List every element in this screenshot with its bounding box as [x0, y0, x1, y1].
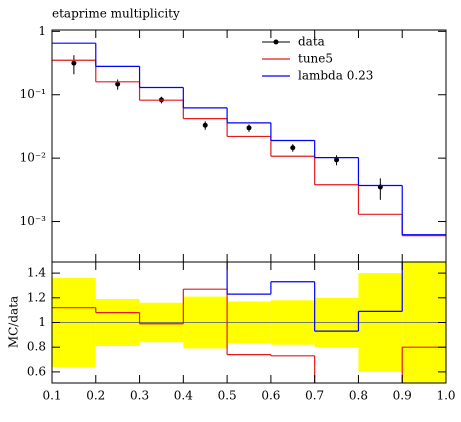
x-tick-label: 0.9: [393, 389, 412, 403]
plot-frame: [51, 29, 447, 263]
data-point: [290, 145, 296, 151]
y-tick-label: 1: [38, 315, 46, 329]
legend-label: data: [298, 35, 325, 49]
legend-marker: [273, 39, 279, 45]
x-tick-label: 0.7: [305, 389, 324, 403]
y-tick-label: 10⁻²: [20, 151, 47, 165]
plot-frame: [51, 261, 447, 384]
x-tick-label: 0.4: [174, 389, 193, 403]
chart-title: etaprime multiplicity: [52, 7, 180, 21]
main-plot: [52, 42, 446, 237]
x-tick-label: 0.3: [130, 389, 149, 403]
x-tick-label: 0.8: [349, 389, 368, 403]
y-tick-label: 1.4: [27, 266, 46, 280]
x-tick-label: 0.5: [218, 389, 237, 403]
data-point: [202, 122, 208, 128]
data-point: [334, 157, 340, 163]
x-tick-label: 1.0: [436, 389, 455, 403]
y-axis-label: MC/data: [7, 296, 21, 348]
legend-label: lambda 0.23: [298, 69, 373, 83]
data-point: [246, 125, 252, 131]
ratio-plot: [52, 262, 446, 383]
y-tick-label: 1.2: [27, 290, 46, 304]
y-tick-label: 1: [38, 24, 46, 38]
x-tick-label: 0.1: [42, 389, 61, 403]
data-point: [71, 60, 77, 66]
x-tick-label: 0.6: [261, 389, 280, 403]
y-tick-label: 0.8: [27, 340, 46, 354]
data-point: [115, 81, 121, 87]
y-tick-label: 10⁻¹: [20, 87, 46, 101]
y-tick-label: 0.6: [27, 364, 46, 378]
y-tick-label: 10⁻³: [20, 214, 47, 228]
x-tick-label: 0.2: [86, 389, 105, 403]
legend-label: tune5: [298, 52, 333, 66]
axes: data tune5 lambda 0.23 1 10⁻¹ 10⁻² 10⁻³ 0.6 0.8 1…: [20, 24, 456, 403]
